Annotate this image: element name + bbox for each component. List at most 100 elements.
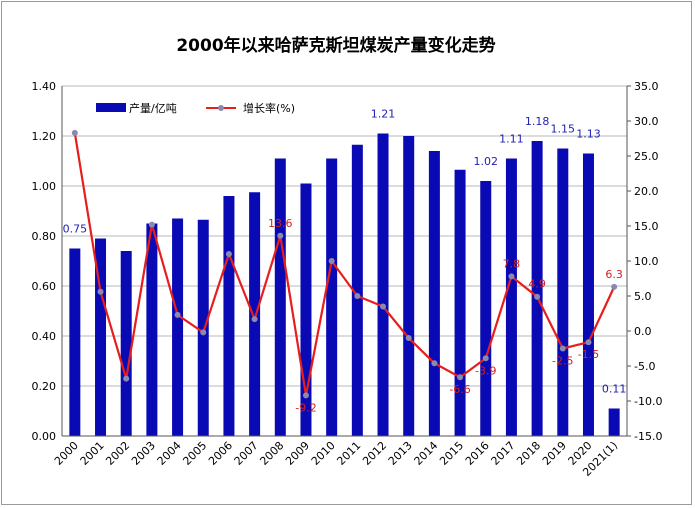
x-tick-label: 2011	[334, 439, 363, 468]
bar	[531, 141, 543, 436]
x-tick-label: 2006	[206, 439, 235, 468]
y-left-tick-label: 1.20	[32, 130, 57, 143]
bar-data-label: 0.75	[63, 223, 88, 236]
bar	[582, 153, 594, 436]
bar-data-label: 1.15	[551, 123, 576, 136]
growth-data-label: 7.8	[503, 257, 521, 270]
growth-data-label: -6.6	[449, 383, 470, 396]
growth-point	[405, 335, 412, 341]
x-tick-label: 2004	[155, 439, 184, 468]
y-right-tick-label: 5.0	[634, 290, 652, 303]
legend: 产量/亿吨 增长率(%)	[96, 101, 295, 115]
bar	[403, 136, 415, 436]
growth-point	[354, 293, 361, 299]
x-tick-label: 2002	[103, 439, 132, 468]
y-left-tick-label: 0.20	[32, 380, 57, 393]
x-tick-label: 2013	[386, 439, 415, 468]
x-tick-label: 2019	[540, 439, 569, 468]
x-tick-label: 2014	[412, 439, 441, 468]
bar	[95, 238, 107, 436]
x-tick-label: 2000	[52, 439, 81, 468]
y-left-tick-label: 0.60	[32, 280, 57, 293]
growth-point	[559, 345, 566, 352]
growth-point	[534, 293, 541, 300]
bar	[223, 196, 235, 436]
y-left-tick-label: 0.40	[32, 330, 57, 343]
bar-data-label: 1.02	[474, 155, 499, 168]
growth-point	[585, 339, 592, 346]
bar-data-label: 1.18	[525, 115, 550, 128]
growth-polyline	[73, 132, 616, 396]
bar	[172, 218, 184, 436]
growth-line	[71, 129, 618, 399]
bar	[608, 408, 620, 436]
growth-point	[200, 329, 207, 336]
x-tick-label: 2017	[489, 439, 518, 468]
bar	[197, 219, 209, 436]
bar	[428, 151, 440, 436]
y-left-tick-label: 1.00	[32, 180, 57, 193]
growth-point	[225, 251, 232, 257]
x-tick-label: 2001	[78, 439, 107, 468]
bar-data-label: 0.11	[602, 383, 627, 396]
legend-bar-swatch	[96, 103, 126, 112]
x-tick-label: 2009	[283, 439, 312, 468]
growth-data-label: 6.3	[605, 268, 623, 281]
x-tick-label: 2005	[180, 439, 209, 468]
bar	[557, 148, 569, 436]
growth-point	[123, 375, 130, 382]
growth-point	[277, 232, 284, 239]
y-left-tick-label: 0.00	[32, 430, 57, 443]
bars	[69, 133, 620, 436]
bar	[377, 133, 389, 436]
y-right-tick-label: 0.0	[634, 325, 652, 338]
legend-bar-label: 产量/亿吨	[129, 101, 177, 115]
x-tick-label: 2008	[257, 439, 286, 468]
x-tick-label: 2003	[129, 439, 158, 468]
legend-line-marker	[218, 105, 224, 111]
y-left-tick-label: 0.80	[32, 230, 57, 243]
growth-point	[508, 273, 515, 280]
bar	[454, 169, 466, 436]
bar	[249, 192, 261, 436]
y-right-tick-label: 25.0	[634, 150, 659, 163]
growth-data-label: -2.5	[552, 355, 573, 368]
bar	[69, 248, 81, 436]
bar	[274, 158, 286, 436]
y-right-tick-label: 10.0	[634, 255, 659, 268]
bar	[326, 158, 338, 436]
growth-point	[302, 392, 309, 399]
bar-data-label: 1.11	[499, 133, 524, 146]
growth-point	[611, 283, 618, 290]
y-left-tick-label: 1.40	[32, 80, 57, 93]
x-tick-label: 2018	[514, 439, 543, 468]
y-right-tick-label: -10.0	[634, 395, 662, 408]
growth-data-label: -1.5	[578, 348, 599, 361]
y-right-tick-label: -5.0	[634, 360, 655, 373]
y-right-tick-label: 35.0	[634, 80, 659, 93]
bar	[351, 144, 363, 436]
growth-point	[431, 360, 438, 367]
growth-point	[380, 303, 387, 310]
bar	[120, 251, 132, 436]
growth-point	[97, 288, 104, 295]
bar	[300, 183, 312, 436]
x-tick-label: 2010	[309, 439, 338, 468]
x-tick-label: 2007	[232, 439, 261, 468]
growth-data-label: -3.9	[475, 364, 496, 377]
x-tick-label: 2016	[463, 439, 492, 468]
growth-data-label: 4.9	[528, 278, 546, 291]
y-right-tick-label: 30.0	[634, 115, 659, 128]
y-right-tick-label: 20.0	[634, 185, 659, 198]
bar-data-label: 1.13	[576, 128, 601, 141]
growth-data-label: 13.6	[268, 217, 293, 230]
y-right-tick-label: 15.0	[634, 220, 659, 233]
x-tick-label: 2012	[360, 439, 389, 468]
x-tick-label: 2015	[437, 439, 466, 468]
growth-point	[328, 258, 335, 264]
bar	[480, 181, 492, 436]
growth-data-label: -9.2	[295, 401, 316, 414]
growth-point	[148, 221, 155, 228]
